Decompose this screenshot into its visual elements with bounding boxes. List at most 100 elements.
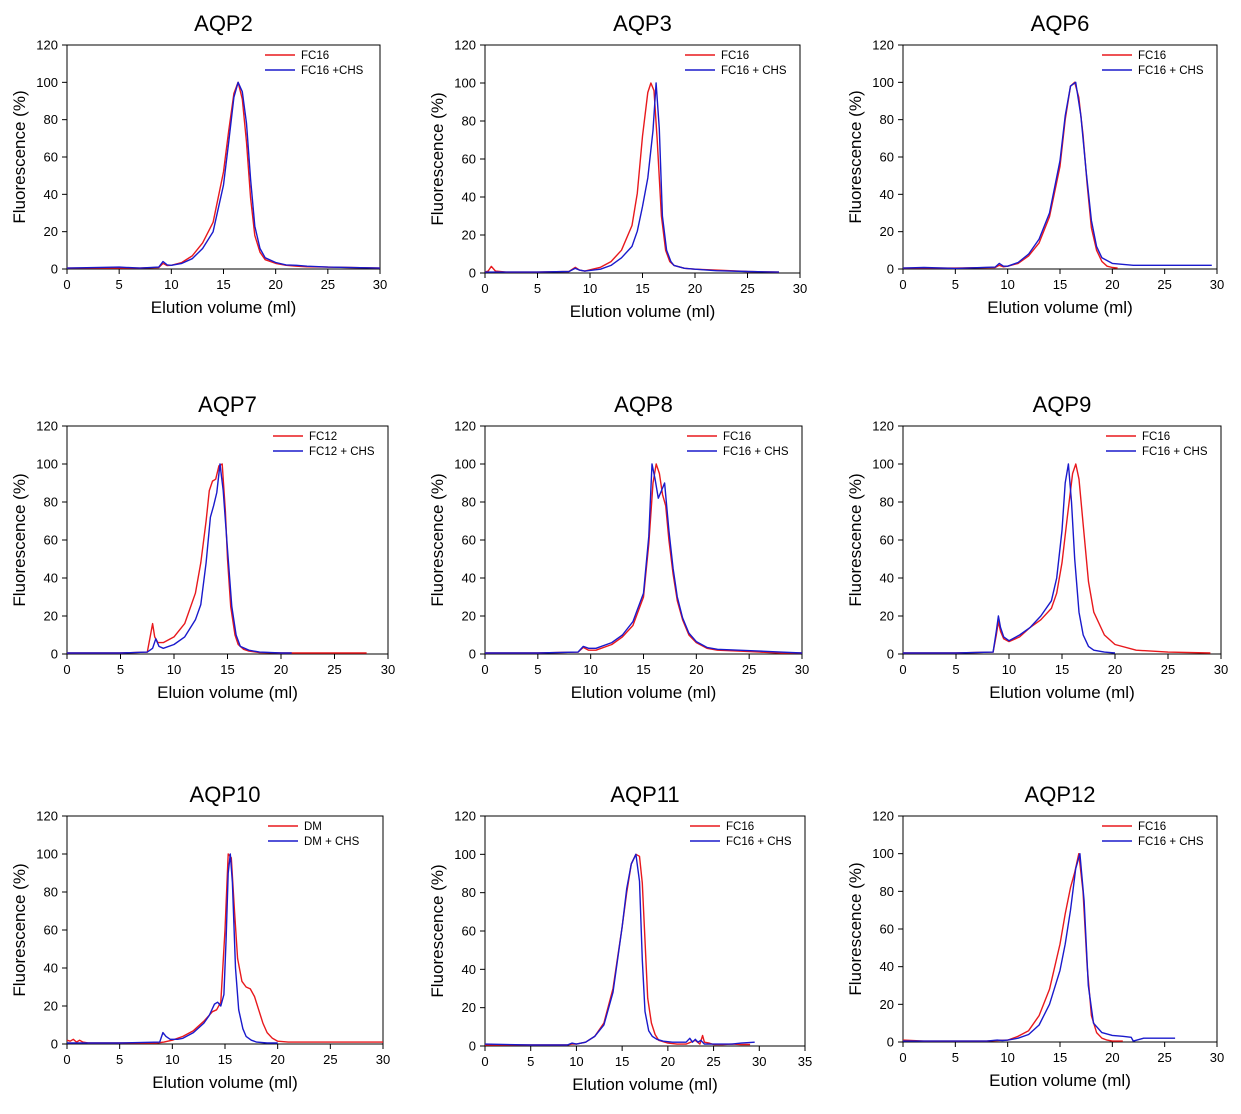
x-axis-label: Elution volume (ml) xyxy=(572,1075,718,1094)
legend-label: FC16 xyxy=(1142,431,1170,443)
legend-label: FC16 + CHS xyxy=(1138,65,1204,77)
y-tick-label: 60 xyxy=(880,533,894,548)
x-tick-label: 5 xyxy=(952,662,959,677)
x-tick-label: 25 xyxy=(706,1054,720,1069)
plot-frame xyxy=(484,425,803,655)
y-tick-label: 80 xyxy=(44,885,58,900)
y-axis-label: Fluorescence (%) xyxy=(10,473,29,606)
legend-label: FC12 xyxy=(309,431,337,443)
legend-label: FC16 +CHS xyxy=(301,65,364,77)
y-tick-label: 80 xyxy=(44,495,58,510)
y-tick-label: 20 xyxy=(880,997,894,1012)
series-line-b xyxy=(66,81,381,269)
series-line-a xyxy=(485,853,751,1046)
y-tick-label: 40 xyxy=(880,959,894,974)
x-tick-label: 5 xyxy=(534,281,541,296)
x-axis-label: Elution volume (ml) xyxy=(987,298,1133,317)
x-tick-label: 5 xyxy=(116,1052,123,1067)
x-tick-label: 20 xyxy=(689,662,703,677)
series-line-b xyxy=(485,82,780,273)
y-tick-label: 0 xyxy=(51,1037,58,1052)
x-tick-label: 5 xyxy=(116,277,123,292)
x-tick-label: 25 xyxy=(323,1052,337,1067)
y-tick-label: 20 xyxy=(462,609,476,624)
chart-panel-aqp9: 0 20 40 60 80 100 120 0 5 10 15 20 25 30 AQP9 Elution v… xyxy=(846,392,1228,702)
y-tick-label: 0 xyxy=(887,647,894,662)
chart-panel-aqp2: 0 20 40 60 80 100 120 0 5 10 15 20 25 30 AQP2 Elution v… xyxy=(10,11,387,317)
chart-panel-aqp3: 0 20 40 60 80 100 120 0 5 10 15 20 25 30 AQP3 Elution v… xyxy=(428,11,807,321)
x-tick-label: 20 xyxy=(1108,662,1122,677)
x-tick-label: 25 xyxy=(1161,662,1175,677)
x-tick-label: 30 xyxy=(373,277,387,292)
x-tick-label: 5 xyxy=(952,277,959,292)
y-tick-label: 40 xyxy=(880,571,894,586)
y-tick-label: 100 xyxy=(36,75,58,90)
legend-label: FC16 xyxy=(1138,821,1166,833)
x-tick-label: 20 xyxy=(688,281,702,296)
y-tick-label: 20 xyxy=(462,228,476,243)
x-tick-label: 30 xyxy=(376,1052,390,1067)
x-tick-label: 15 xyxy=(1053,277,1067,292)
series-line-a xyxy=(485,463,802,654)
x-tick-label: 0 xyxy=(899,277,906,292)
y-tick-label: 100 xyxy=(872,846,894,861)
x-tick-label: 15 xyxy=(615,1054,629,1069)
y-axis-label: Fluorescence (%) xyxy=(10,90,29,223)
series-line-b xyxy=(903,463,1116,654)
x-tick-label: 0 xyxy=(481,1054,488,1069)
x-tick-label: 10 xyxy=(1002,662,1016,677)
y-tick-label: 80 xyxy=(880,495,894,510)
y-tick-label: 20 xyxy=(880,224,894,239)
chart-title: AQP2 xyxy=(194,11,253,36)
x-tick-label: 5 xyxy=(117,662,124,677)
x-tick-label: 30 xyxy=(381,662,395,677)
x-tick-label: 0 xyxy=(899,1050,906,1065)
x-tick-label: 15 xyxy=(216,277,230,292)
plot-frame xyxy=(902,815,1218,1043)
chart-panel-aqp6: 0 20 40 60 80 100 120 0 5 10 15 20 25 30 AQP6 Elution v… xyxy=(846,11,1224,317)
series-line-a xyxy=(903,81,1118,269)
y-tick-label: 120 xyxy=(872,809,894,824)
x-tick-label: 30 xyxy=(793,281,807,296)
y-tick-label: 100 xyxy=(454,847,476,862)
y-tick-label: 80 xyxy=(462,495,476,510)
y-axis-label: Fluorescence (%) xyxy=(10,863,29,996)
y-tick-label: 100 xyxy=(36,847,58,862)
x-axis-label: Elution volume (ml) xyxy=(151,298,297,317)
y-tick-label: 20 xyxy=(880,609,894,624)
series-line-a xyxy=(902,853,1123,1042)
y-tick-label: 40 xyxy=(44,187,58,202)
y-tick-label: 20 xyxy=(462,1000,476,1015)
y-tick-label: 0 xyxy=(469,1039,476,1054)
y-tick-label: 60 xyxy=(462,533,476,548)
x-tick-label: 15 xyxy=(218,1052,232,1067)
legend-label: DM xyxy=(304,821,322,833)
chart-title: AQP10 xyxy=(190,782,261,807)
y-tick-label: 40 xyxy=(462,571,476,586)
x-tick-label: 25 xyxy=(740,281,754,296)
legend-label: FC16 + CHS xyxy=(723,446,789,458)
chart-panel-aqp12: 0 20 40 60 80 100 120 0 5 10 15 20 25 30 AQP12 Eution v… xyxy=(846,782,1224,1090)
legend-label: FC12 + CHS xyxy=(309,446,375,458)
x-tick-label: 10 xyxy=(569,1054,583,1069)
series-line-a xyxy=(484,82,780,273)
x-tick-label: 15 xyxy=(1053,1050,1067,1065)
chart-panel-aqp10: 0 20 40 60 80 100 120 0 5 10 15 20 25 30 AQP10 Elution … xyxy=(10,782,390,1092)
y-tick-label: 120 xyxy=(454,419,476,434)
x-tick-label: 0 xyxy=(481,662,488,677)
chart-panel-aqp8: 0 20 40 60 80 100 120 0 5 10 15 20 25 30 AQP8 Elution v… xyxy=(428,392,809,702)
y-tick-label: 40 xyxy=(44,961,58,976)
x-tick-label: 30 xyxy=(752,1054,766,1069)
y-tick-label: 40 xyxy=(462,962,476,977)
series-line-a xyxy=(67,463,367,654)
legend-label: DM + CHS xyxy=(304,836,360,848)
x-tick-label: 30 xyxy=(1210,1050,1224,1065)
x-tick-label: 30 xyxy=(795,662,809,677)
x-tick-label: 30 xyxy=(1214,662,1228,677)
y-axis-label: Fluorescence (%) xyxy=(846,862,865,995)
x-tick-label: 0 xyxy=(63,662,70,677)
x-tick-label: 20 xyxy=(1105,277,1119,292)
x-axis-label: Elution volume (ml) xyxy=(152,1073,298,1092)
